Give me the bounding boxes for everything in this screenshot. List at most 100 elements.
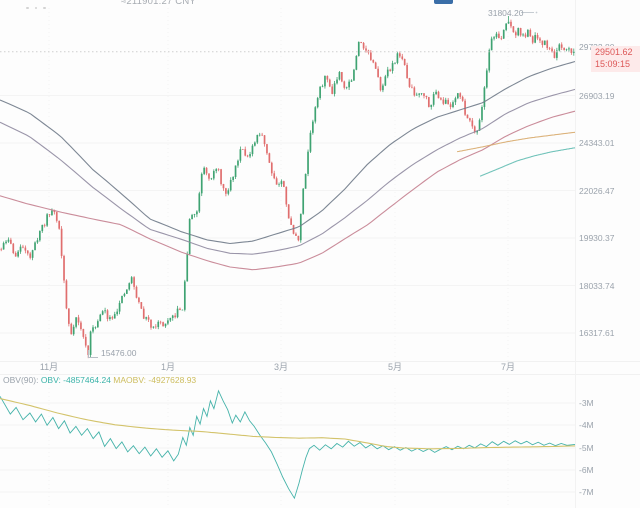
candle-body (413, 87, 416, 96)
candle-body (227, 190, 230, 194)
candle-body (370, 52, 372, 60)
candle-body (58, 220, 61, 229)
candle-body (316, 98, 319, 108)
candle-body (251, 145, 254, 155)
candle-body (169, 317, 172, 321)
candle-body (222, 184, 225, 189)
candle-body (94, 327, 97, 328)
candle-body (239, 149, 242, 161)
candle-body (551, 48, 553, 52)
candle-body (113, 314, 116, 319)
candle-body (307, 151, 309, 174)
candle-body (263, 135, 266, 145)
candle-body (53, 210, 56, 213)
candle-body (72, 326, 75, 335)
candle-body (46, 214, 48, 226)
ma-partial-orange-line (456, 131, 576, 153)
candle-body (430, 104, 433, 107)
candle-body (553, 51, 556, 58)
candle-body (92, 327, 94, 332)
high-annotation-dot (535, 11, 538, 14)
candle-body (536, 35, 539, 39)
candle-body (435, 91, 437, 95)
candle-body (560, 44, 563, 48)
candle-body (379, 77, 382, 91)
indicator-separator (0, 374, 640, 375)
candle-body (493, 37, 495, 39)
candle-body (539, 38, 541, 41)
candle-body (14, 253, 17, 257)
candle-body (26, 250, 29, 254)
candle-body (118, 302, 121, 312)
candle-body (519, 28, 522, 36)
candle-body (266, 144, 268, 154)
candle-body (196, 211, 198, 215)
candle-body (254, 142, 256, 146)
candle-body (485, 70, 488, 88)
candle-body (568, 48, 570, 50)
candle-body (205, 167, 208, 174)
candle-body (498, 33, 500, 39)
candle-body (39, 231, 41, 241)
candle-body (217, 169, 220, 170)
candle-body (374, 62, 377, 69)
candle-body (268, 153, 271, 163)
top-menu-dots-icon[interactable] (26, 1, 52, 11)
candle-body (531, 36, 534, 43)
candle-body (111, 317, 114, 319)
candle-body (77, 317, 80, 323)
candle-body (174, 315, 177, 318)
candle-body (507, 21, 510, 24)
candle-body (208, 173, 210, 179)
candle-body (29, 253, 32, 258)
candle-body (384, 76, 387, 86)
candle-body (512, 26, 515, 33)
candle-body (333, 83, 336, 94)
candle-body (215, 169, 218, 172)
candle-body (43, 224, 46, 226)
candle-body (256, 134, 259, 143)
candle-body (188, 219, 191, 255)
candle-body (181, 309, 184, 311)
candle-body (304, 173, 307, 189)
candle-body (481, 107, 483, 121)
candle-body (524, 34, 527, 37)
candle-body (48, 214, 51, 216)
candle-body (229, 179, 232, 191)
candle-body (350, 80, 353, 82)
candle-body (183, 281, 186, 310)
candle-body (488, 50, 491, 71)
candle-body (101, 311, 104, 315)
candle-body (283, 181, 285, 187)
candle-body (241, 149, 244, 150)
candle-body (5, 241, 7, 244)
candle-body (80, 322, 82, 330)
candle-body (527, 29, 529, 37)
ma-long-2-line (0, 88, 576, 255)
candle-body (123, 293, 126, 296)
candle-body (328, 79, 331, 87)
candle-body (348, 81, 350, 88)
candle-body (331, 86, 334, 94)
candle-body (510, 21, 512, 27)
candle-body (285, 186, 288, 205)
candle-body (471, 120, 474, 127)
top-tab-indicator[interactable] (434, 0, 453, 4)
candle-body (321, 86, 324, 87)
candle-body (232, 177, 234, 180)
candle-body (459, 93, 462, 97)
candle-body (418, 93, 421, 95)
candle-body (411, 86, 413, 88)
candle-body (309, 132, 312, 152)
candle-body (34, 242, 36, 251)
candle-body (191, 214, 193, 220)
candle-body (319, 86, 321, 99)
candle-body (70, 323, 73, 335)
obv-indicator-legend[interactable]: OBV(90): OBV: -4857464.24 MAOBV: -492762… (3, 375, 196, 386)
candle-body (534, 35, 536, 43)
obv-value-label: OBV: -4857464.24 (40, 375, 111, 385)
candle-body (200, 173, 203, 194)
candle-body (96, 321, 99, 328)
